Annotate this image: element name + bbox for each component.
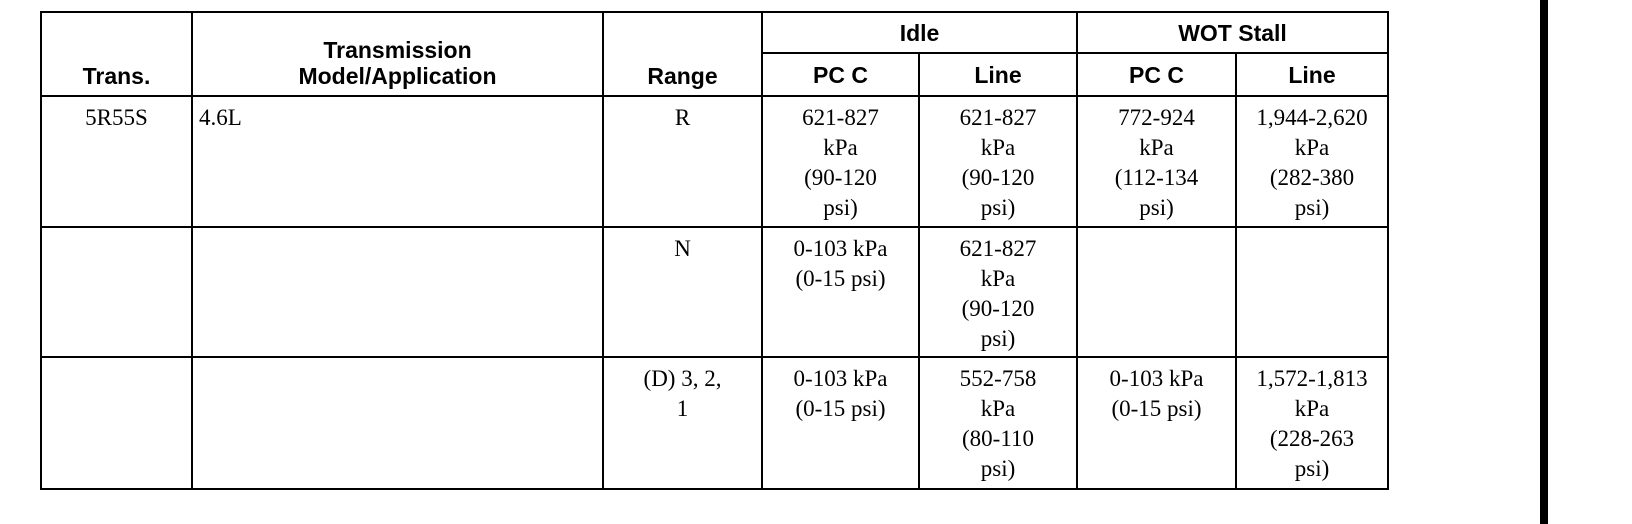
header-cell: PC C — [1076, 52, 1237, 97]
table-row: 5R55S 4.6L R 621-827 kPa (90-120 psi) 621-82… — [40, 95, 1389, 228]
table-cell: 1,944-2,620 kPa (282-380 psi) — [1235, 95, 1389, 228]
table-cell: 621-827 kPa (90-120 psi) — [918, 95, 1078, 228]
header-cell: Line — [918, 52, 1078, 97]
header-cell: Trans. — [40, 11, 193, 97]
table-cell — [1235, 226, 1389, 358]
table-cell: 5R55S — [40, 95, 193, 228]
table-cell: 621-827 kPa (90-120 psi) — [918, 226, 1078, 358]
table-cell: 621-827 kPa (90-120 psi) — [761, 95, 920, 228]
table-cell: (D) 3, 2, 1 — [602, 356, 763, 490]
table-cell: 552-758 kPa (80-110 psi) — [918, 356, 1078, 490]
table-cell: 0-103 kPa (0-15 psi) — [761, 226, 920, 358]
table-cell — [1076, 226, 1237, 358]
header-cell: Transmission Model/Application — [191, 11, 604, 97]
header-cell: PC C — [761, 52, 920, 97]
group-header: Idle — [761, 11, 1078, 54]
table-cell: N — [602, 226, 763, 358]
edge-bar — [1540, 0, 1548, 524]
table-cell: 4.6L — [191, 95, 604, 228]
table-body: 5R55S 4.6L R 621-827 kPa (90-120 psi) 621-82… — [40, 95, 1389, 490]
header-cell: Range — [602, 11, 763, 97]
table-cell: 0-103 kPa (0-15 psi) — [761, 356, 920, 490]
table-cell: 1,572-1,813 kPa (228-263 psi) — [1235, 356, 1389, 490]
table-cell: R — [602, 95, 763, 228]
table-cell — [191, 226, 604, 358]
table-cell — [191, 356, 604, 490]
pressure-table: Trans. Transmission Model/Application Ra… — [40, 11, 1389, 490]
group-header: WOT Stall — [1076, 11, 1389, 54]
table-row: N 0-103 kPa (0-15 psi) 621-827 kPa (90-120… — [40, 226, 1389, 358]
table-cell: 772-924 kPa (112-134 psi) — [1076, 95, 1237, 228]
table-cell: 0-103 kPa (0-15 psi) — [1076, 356, 1237, 490]
table-cell — [40, 226, 193, 358]
table-cell — [40, 356, 193, 490]
header-cell: Line — [1235, 52, 1389, 97]
table-row: (D) 3, 2, 1 0-103 kPa (0-15 psi) 552-758 k… — [40, 356, 1389, 490]
